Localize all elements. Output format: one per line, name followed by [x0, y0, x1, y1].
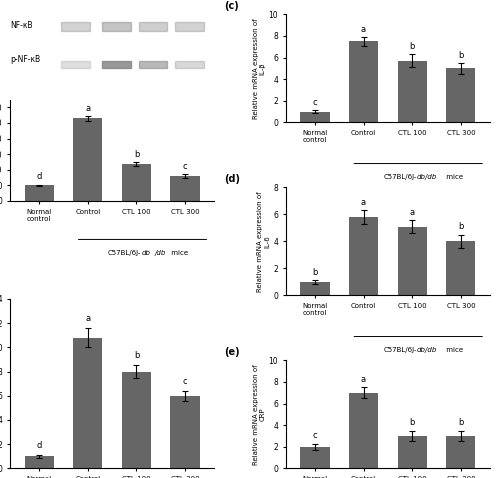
- Text: c: c: [312, 98, 317, 107]
- Text: c: c: [183, 163, 188, 171]
- Bar: [446, 241, 476, 295]
- Text: a: a: [361, 375, 366, 384]
- Bar: [349, 393, 378, 468]
- Text: mice: mice: [444, 174, 464, 180]
- Text: (d): (d): [224, 174, 240, 185]
- Bar: [446, 436, 476, 468]
- Bar: [170, 396, 200, 468]
- Text: a: a: [85, 314, 90, 323]
- Text: a: a: [410, 207, 415, 217]
- Bar: [122, 164, 151, 201]
- Bar: [398, 227, 427, 295]
- Text: b: b: [458, 51, 464, 60]
- Bar: [24, 456, 54, 468]
- Bar: [176, 22, 204, 32]
- Text: c: c: [183, 377, 188, 386]
- Text: mice: mice: [168, 250, 188, 256]
- Bar: [102, 22, 130, 32]
- Bar: [138, 61, 168, 68]
- Text: b: b: [134, 351, 139, 360]
- Text: p-NF-κB: p-NF-κB: [10, 55, 40, 65]
- Bar: [300, 447, 330, 468]
- Text: /db: /db: [155, 250, 166, 256]
- Text: a: a: [361, 25, 366, 34]
- Bar: [138, 22, 168, 32]
- Y-axis label: Relative mRNA expression of
IL-6: Relative mRNA expression of IL-6: [258, 191, 270, 292]
- Text: a: a: [361, 198, 366, 207]
- Bar: [176, 61, 204, 68]
- Text: C57BL/6J-: C57BL/6J-: [384, 348, 417, 353]
- Bar: [24, 185, 54, 201]
- Text: db/db: db/db: [417, 174, 438, 180]
- Text: C57BL/6J-: C57BL/6J-: [384, 174, 417, 180]
- Text: mice: mice: [444, 348, 464, 353]
- Bar: [170, 176, 200, 201]
- Bar: [300, 112, 330, 122]
- Bar: [122, 371, 151, 468]
- Text: b: b: [458, 222, 464, 231]
- Text: d: d: [36, 173, 42, 182]
- Text: a: a: [85, 104, 90, 113]
- Bar: [398, 61, 427, 122]
- Bar: [398, 436, 427, 468]
- Text: b: b: [410, 42, 415, 51]
- Text: NF-κB: NF-κB: [10, 21, 32, 30]
- Bar: [61, 22, 90, 32]
- Bar: [300, 282, 330, 295]
- Bar: [73, 337, 102, 468]
- Text: c: c: [312, 431, 317, 440]
- Text: b: b: [410, 418, 415, 427]
- Text: (c): (c): [224, 1, 239, 11]
- Bar: [446, 68, 476, 122]
- Bar: [102, 61, 130, 68]
- Text: (e): (e): [224, 348, 240, 358]
- Text: b: b: [458, 418, 464, 427]
- Bar: [73, 118, 102, 201]
- Bar: [349, 217, 378, 295]
- Bar: [61, 61, 90, 68]
- Text: db/db: db/db: [417, 348, 438, 353]
- Text: d: d: [36, 441, 42, 450]
- Text: b: b: [134, 150, 139, 159]
- Y-axis label: Relative mRNA expression of
CRP: Relative mRNA expression of CRP: [252, 364, 266, 465]
- Text: b: b: [312, 268, 318, 277]
- Y-axis label: Relative mRNA expression of
IL-β: Relative mRNA expression of IL-β: [252, 18, 266, 119]
- Bar: [349, 42, 378, 122]
- Text: db: db: [142, 250, 150, 256]
- Text: C57BL/6J-: C57BL/6J-: [108, 250, 142, 256]
